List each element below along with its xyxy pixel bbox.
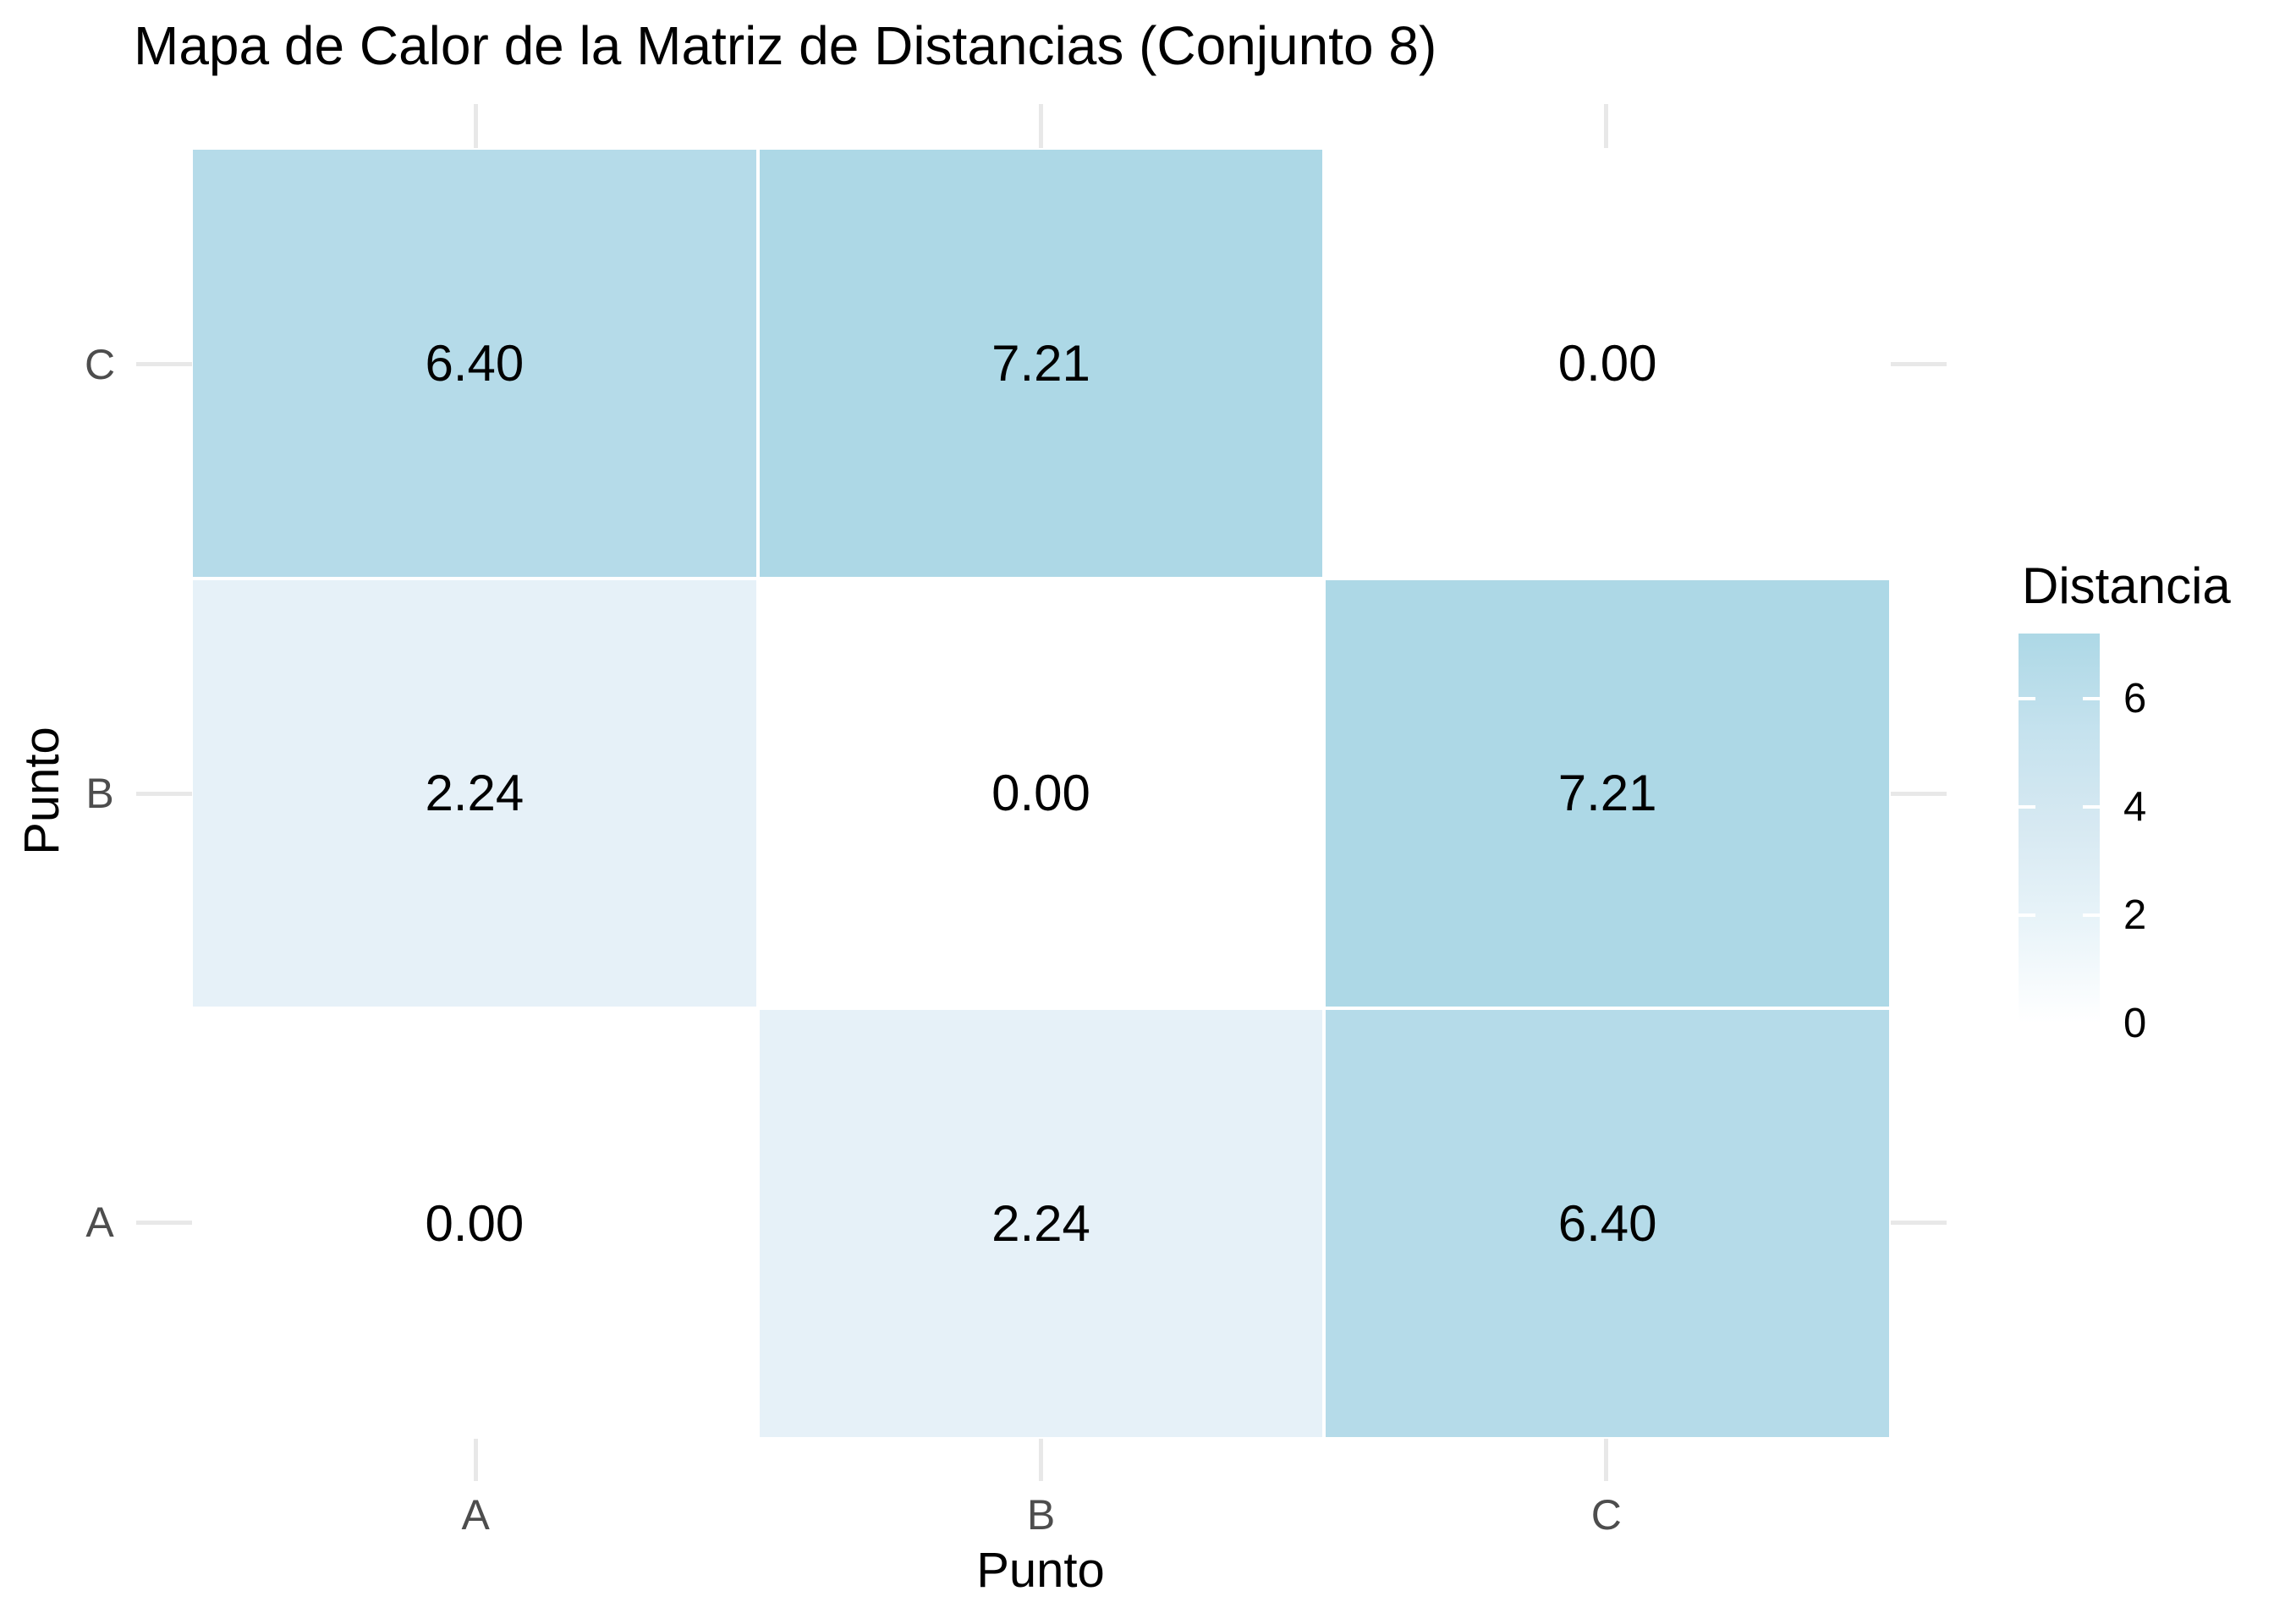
y-axis-right-tick-B (1891, 791, 1947, 796)
y-axis-label-C: C (84, 340, 116, 388)
heatmap-cell-CB: 7.21 (759, 150, 1323, 577)
x-axis-label-A: A (461, 1491, 490, 1539)
heatmap-cell-BA: 2.24 (193, 579, 756, 1007)
legend-label-4: 4 (2123, 784, 2147, 831)
x-axis-title: Punto (976, 1543, 1105, 1598)
heatmap-panel: 6.40 7.21 0.00 2.24 0.00 7.21 0.00 2.24 6.40 (193, 150, 1889, 1437)
y-axis-right-tick-C (1891, 362, 1947, 367)
legend-tick-left-2 (2019, 914, 2035, 918)
y-axis-label-A: A (85, 1199, 114, 1247)
heatmap-cell-CA: 6.40 (193, 150, 756, 577)
heatmap-cell-AB: 2.24 (759, 1010, 1323, 1437)
x-axis-bottom-tick-A (473, 1439, 478, 1481)
heatmap-cell-BB: 0.00 (759, 579, 1323, 1007)
heatmap-cell-CC: 0.00 (1326, 150, 1889, 577)
chart-title: Mapa de Calor de la Matriz de Distancias… (134, 15, 1437, 76)
legend-label-6: 6 (2123, 676, 2147, 722)
legend-label-0: 0 (2123, 1001, 2147, 1046)
heatmap-cell-AC: 6.40 (1326, 1010, 1889, 1437)
x-axis-label-C: C (1590, 1491, 1622, 1539)
legend-label-2: 2 (2123, 892, 2147, 939)
legend-title: Distancia (2022, 557, 2231, 614)
x-axis-top-tick-C (1604, 104, 1609, 148)
legend-tick-right-2 (2083, 914, 2100, 918)
legend-tick-left-6 (2019, 697, 2035, 701)
x-axis-bottom-tick-B (1039, 1439, 1043, 1481)
y-axis-left-tick-C (136, 362, 192, 367)
y-axis-left-tick-B (136, 791, 192, 796)
heatmap-cell-AA: 0.00 (193, 1010, 756, 1437)
legend-gradient-bar (2019, 634, 2100, 1023)
x-axis-label-B: B (1026, 1491, 1056, 1539)
x-axis-bottom-tick-C (1604, 1439, 1609, 1481)
y-axis-label-B: B (85, 770, 114, 817)
legend-tick-right-4 (2083, 805, 2100, 809)
legend-tick-left-4 (2019, 805, 2035, 809)
y-axis-left-tick-A (136, 1220, 192, 1225)
heatmap-cell-BC: 7.21 (1326, 579, 1889, 1007)
x-axis-top-tick-B (1039, 104, 1043, 148)
legend-tick-right-6 (2083, 697, 2100, 701)
y-axis-right-tick-A (1891, 1220, 1947, 1225)
heatmap-tiles: 6.40 7.21 0.00 2.24 0.00 7.21 0.00 2.24 6.40 (193, 150, 1889, 1437)
x-axis-top-tick-A (473, 104, 478, 148)
